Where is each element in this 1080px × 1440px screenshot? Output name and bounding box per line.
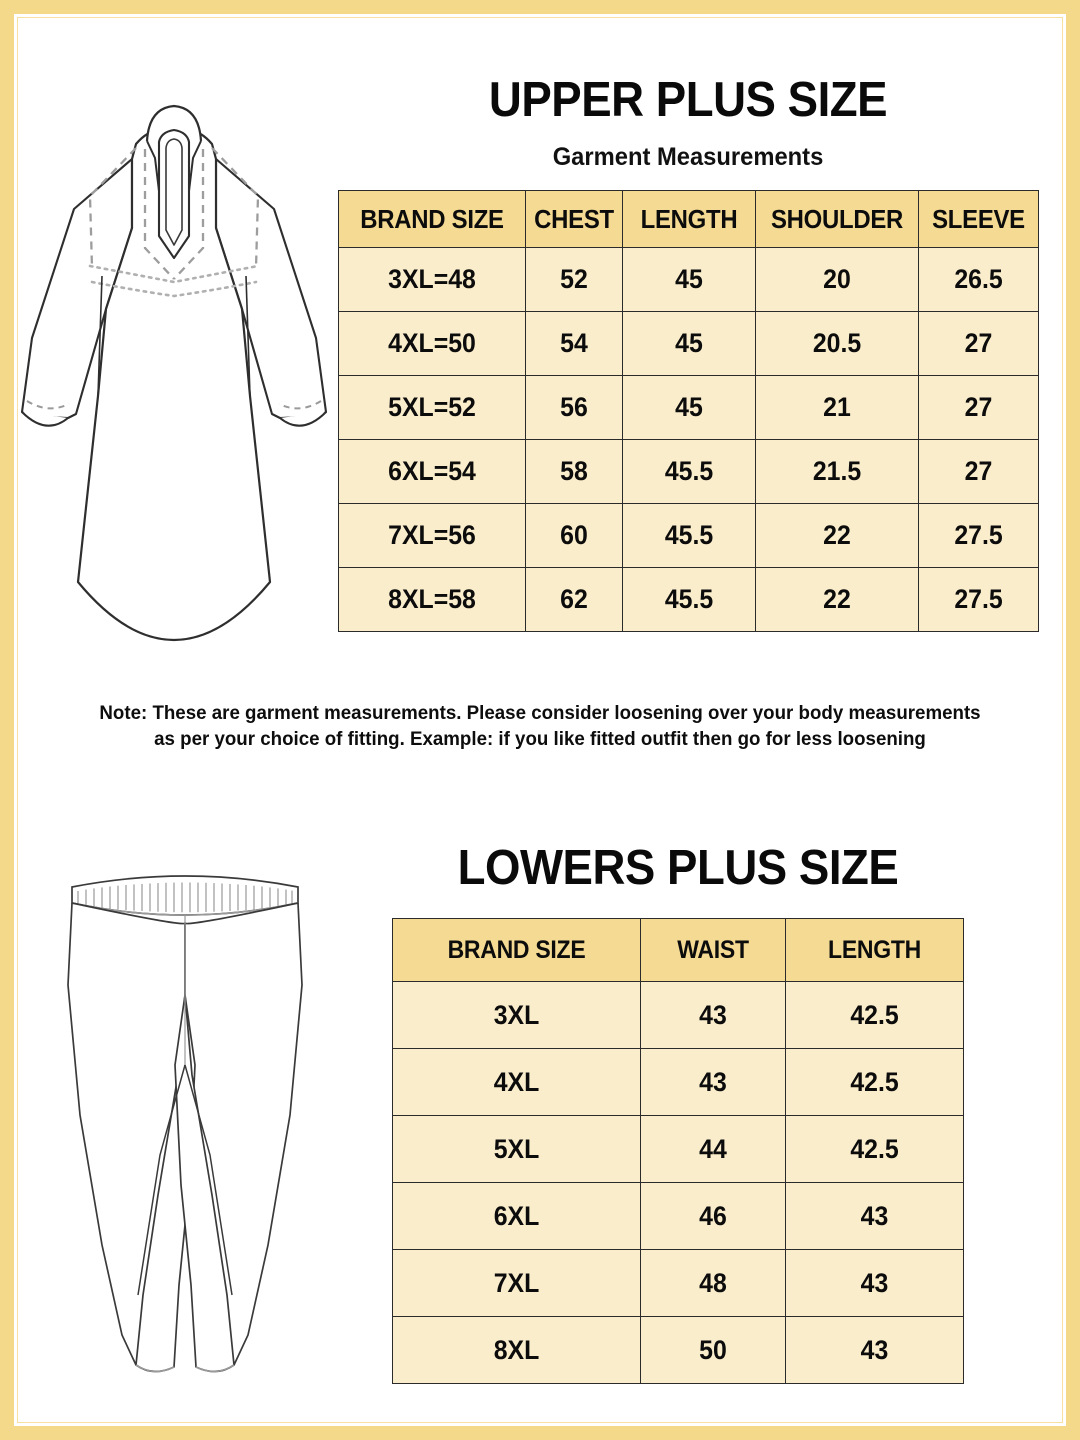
cell-chest: 52 [525, 247, 623, 312]
cell-chest: 54 [525, 311, 623, 376]
table-row: 3XL=48 52 45 20 26.5 [338, 247, 1039, 312]
cell-length: 45 [622, 311, 756, 376]
upper-title-text: UPPER PLUS SIZE [488, 73, 888, 127]
cell-shoulder: 22 [755, 503, 919, 568]
cell-length: 43 [785, 1249, 964, 1317]
table-row: 6XL 46 43 [392, 1182, 964, 1250]
column-header-sleeve: SLEEVE [918, 190, 1039, 248]
cell-brand-size: 7XL=56 [338, 503, 526, 568]
kurta-illustration [14, 96, 334, 656]
column-header-length: LENGTH [622, 190, 756, 248]
cell-waist: 43 [640, 1048, 786, 1116]
cell-sleeve: 27 [918, 375, 1039, 440]
cell-length: 42.5 [785, 1115, 964, 1183]
note-line-2: as per your choice of fitting. Example: … [154, 728, 926, 750]
cell-brand-size: 8XL=58 [338, 567, 526, 632]
cell-brand-size: 4XL=50 [338, 311, 526, 376]
cell-chest: 62 [525, 567, 623, 632]
cell-brand-size: 4XL [392, 1048, 641, 1116]
cell-brand-size: 5XL [392, 1115, 641, 1183]
table-header-row: BRAND SIZE CHEST LENGTH SHOULDER SLEEVE [338, 190, 1039, 248]
cell-shoulder: 21.5 [755, 439, 919, 504]
table-header-row: BRAND SIZE WAIST LENGTH [392, 918, 964, 982]
cell-shoulder: 22 [755, 567, 919, 632]
cell-length: 45.5 [622, 439, 756, 504]
column-header-length: LENGTH [785, 918, 964, 982]
cell-sleeve: 27.5 [918, 503, 1039, 568]
table-row: 5XL 44 42.5 [392, 1115, 964, 1183]
upper-title: UPPER PLUS SIZE [338, 72, 1038, 128]
column-header-waist: WAIST [640, 918, 786, 982]
upper-subtitle-text: Garment Measurements [552, 143, 824, 171]
cell-sleeve: 27 [918, 439, 1039, 504]
cell-brand-size: 7XL [392, 1249, 641, 1317]
cell-brand-size: 6XL=54 [338, 439, 526, 504]
cell-length: 43 [785, 1316, 964, 1384]
cell-waist: 46 [640, 1182, 786, 1250]
cell-shoulder: 21 [755, 375, 919, 440]
cell-length: 45.5 [622, 567, 756, 632]
column-header-brand-size: BRAND SIZE [338, 190, 526, 248]
cell-waist: 48 [640, 1249, 786, 1317]
table-row: 7XL=56 60 45.5 22 27.5 [338, 503, 1039, 568]
table-row: 5XL=52 56 45 21 27 [338, 375, 1039, 440]
cell-brand-size: 3XL [392, 981, 641, 1049]
cell-brand-size: 6XL [392, 1182, 641, 1250]
cell-length: 45.5 [622, 503, 756, 568]
cell-chest: 60 [525, 503, 623, 568]
lower-size-table: BRAND SIZE WAIST LENGTH 3XL 43 42.5 4XL … [392, 918, 964, 1384]
upper-size-table-wrap: BRAND SIZE CHEST LENGTH SHOULDER SLEEVE … [338, 190, 1039, 632]
upper-subtitle: Garment Measurements [338, 143, 1038, 172]
table-row: 8XL=58 62 45.5 22 27.5 [338, 567, 1039, 632]
cell-chest: 56 [525, 375, 623, 440]
cell-sleeve: 27.5 [918, 567, 1039, 632]
table-row: 7XL 48 43 [392, 1249, 964, 1317]
cell-waist: 43 [640, 981, 786, 1049]
cell-length: 45 [622, 247, 756, 312]
lower-size-table-wrap: BRAND SIZE WAIST LENGTH 3XL 43 42.5 4XL … [392, 918, 964, 1384]
cell-length: 42.5 [785, 981, 964, 1049]
table-row: 3XL 43 42.5 [392, 981, 964, 1049]
cell-chest: 58 [525, 439, 623, 504]
cell-sleeve: 26.5 [918, 247, 1039, 312]
column-header-brand-size: BRAND SIZE [392, 918, 641, 982]
table-row: 4XL=50 54 45 20.5 27 [338, 311, 1039, 376]
measurement-note: Note: These are garment measurements. Pl… [79, 700, 1001, 752]
cell-waist: 50 [640, 1316, 786, 1384]
cell-brand-size: 8XL [392, 1316, 641, 1384]
cell-waist: 44 [640, 1115, 786, 1183]
cell-length: 43 [785, 1182, 964, 1250]
lower-title-text: LOWERS PLUS SIZE [457, 841, 899, 895]
column-header-shoulder: SHOULDER [755, 190, 919, 248]
cell-shoulder: 20.5 [755, 311, 919, 376]
note-line-1: Note: These are garment measurements. Pl… [99, 702, 981, 724]
cell-length: 42.5 [785, 1048, 964, 1116]
cell-sleeve: 27 [918, 311, 1039, 376]
table-row: 4XL 43 42.5 [392, 1048, 964, 1116]
pants-illustration [40, 865, 330, 1405]
cell-brand-size: 5XL=52 [338, 375, 526, 440]
upper-size-table: BRAND SIZE CHEST LENGTH SHOULDER SLEEVE … [338, 190, 1039, 632]
column-header-chest: CHEST [525, 190, 623, 248]
cell-length: 45 [622, 375, 756, 440]
cell-brand-size: 3XL=48 [338, 247, 526, 312]
cell-shoulder: 20 [755, 247, 919, 312]
table-row: 8XL 50 43 [392, 1316, 964, 1384]
table-row: 6XL=54 58 45.5 21.5 27 [338, 439, 1039, 504]
lower-title: LOWERS PLUS SIZE [392, 840, 964, 896]
